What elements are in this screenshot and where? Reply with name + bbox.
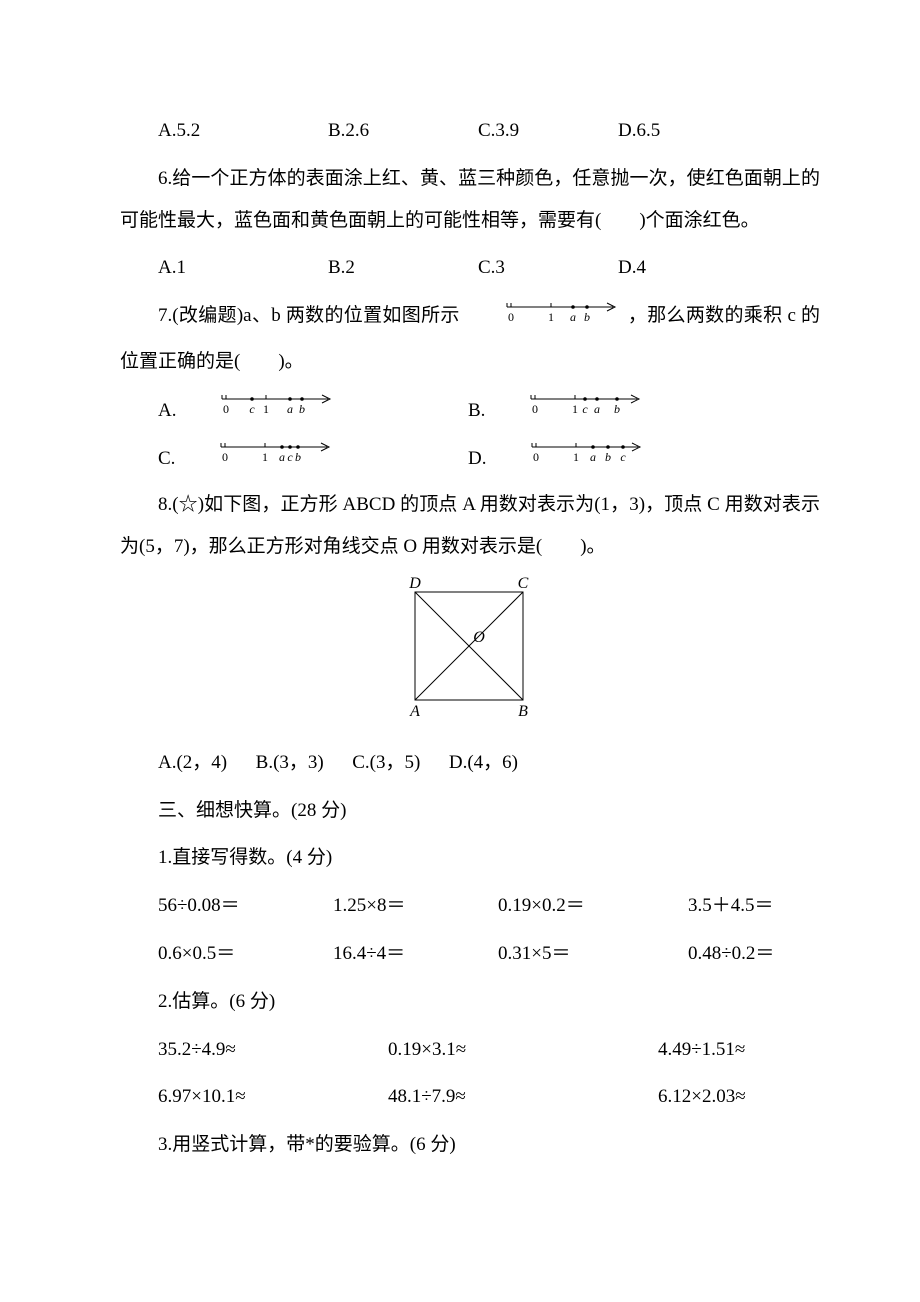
s3p2-r1c: 4.49÷1.51≈: [620, 1029, 800, 1071]
svg-text:D: D: [408, 575, 421, 592]
s3p2-row2: 6.97×10.1≈ 48.1÷7.9≈ 6.12×2.03≈: [120, 1076, 820, 1118]
svg-text:a: a: [590, 450, 596, 464]
svg-text:0: 0: [508, 310, 514, 324]
s3p1-r2d: 0.48÷0.2＝: [650, 933, 800, 975]
svg-text:1: 1: [572, 402, 578, 416]
q6-choices: A.1 B.2 C.3 D.4: [120, 247, 820, 289]
q7-ref-numberline-icon: 0 1 ab: [465, 297, 623, 341]
s3p1-row2: 0.6×0.5＝ 16.4÷4＝ 0.31×5＝ 0.48÷0.2＝: [120, 933, 820, 975]
q8-figure: D C A B O: [120, 574, 820, 740]
svg-text:c: c: [621, 450, 627, 464]
q7-d-prefix: D.: [430, 438, 486, 480]
q7-choice-a: A. 0 c1 ab: [120, 389, 430, 433]
q7-a-prefix: A.: [120, 390, 176, 432]
q5-choice-a: A.5.2: [120, 110, 290, 152]
s3p1-title: 1.直接写得数。(4 分): [120, 837, 820, 879]
q8-choice-d: D.(4，6): [449, 752, 518, 773]
q5-choice-d: D.6.5: [580, 110, 700, 152]
q7-c-prefix: C.: [120, 438, 175, 480]
q7-b-numberline-icon: 0 1cab: [489, 389, 647, 433]
s3p1-r2a: 0.6×0.5＝: [120, 933, 295, 975]
s3p2-r1a: 35.2÷4.9≈: [120, 1029, 350, 1071]
s3p1-row1: 56÷0.08＝ 1.25×8＝ 0.19×0.2＝ 3.5＋4.5＝: [120, 885, 820, 927]
s3p1-r2b: 16.4÷4＝: [295, 933, 460, 975]
svg-text:a: a: [570, 310, 576, 324]
q5-choices: A.5.2 B.2.6 C.3.9 D.6.5: [120, 110, 820, 152]
s3p2-r2a: 6.97×10.1≈: [120, 1076, 350, 1118]
q6-choice-c: C.3: [440, 247, 580, 289]
s3p1-r1d: 3.5＋4.5＝: [650, 885, 800, 927]
s3p1-r1a: 56÷0.08＝: [120, 885, 295, 927]
svg-text:1: 1: [262, 450, 268, 464]
q8-choices: A.(2，4) B.(3，3) C.(3，5) D.(4，6): [120, 742, 820, 784]
svg-text:c: c: [250, 402, 256, 416]
svg-text:b: b: [614, 402, 620, 416]
q7-prefix: 7.(改编题)a、b 两数的位置如图所示: [158, 305, 460, 326]
q6-text: 6.给一个正方体的表面涂上红、黄、蓝三种颜色，任意抛一次，使红色面朝上的可能性最…: [120, 158, 820, 242]
q8-text: 8.(☆)如下图，正方形 ABCD 的顶点 A 用数对表示为(1，3)，顶点 C…: [120, 484, 820, 568]
q7-choice-d: D. 0 1abc: [430, 437, 652, 481]
q7-c-numberline-icon: 0 1acb: [179, 437, 337, 481]
svg-text:0: 0: [223, 402, 229, 416]
q7-stem: 7.(改编题)a、b 两数的位置如图所示 01ab ，那么两数的乘积 c 的位置…: [120, 295, 820, 383]
q8-sep2: [328, 752, 347, 773]
q8-sep3: [425, 752, 444, 773]
svg-text:1: 1: [548, 310, 554, 324]
svg-text:1: 1: [263, 402, 269, 416]
svg-text:c: c: [583, 402, 589, 416]
svg-text:b: b: [584, 310, 590, 324]
svg-text:a: a: [279, 450, 285, 464]
q7-d-numberline-icon: 0 1abc: [490, 437, 648, 481]
q7-choice-c: C. 0 1acb: [120, 437, 430, 481]
s3p1-r1c: 0.19×0.2＝: [460, 885, 650, 927]
s3p2-r1b: 0.19×3.1≈: [350, 1029, 620, 1071]
q8-sep1: [232, 752, 251, 773]
s3p2-row1: 35.2÷4.9≈ 0.19×3.1≈ 4.49÷1.51≈: [120, 1029, 820, 1071]
svg-text:B: B: [518, 703, 528, 720]
svg-text:0: 0: [533, 450, 539, 464]
q7-choice-b: B. 0 1cab: [430, 389, 651, 433]
s3p2-title: 2.估算。(6 分): [120, 981, 820, 1023]
q6-choice-d: D.4: [580, 247, 700, 289]
svg-text:a: a: [287, 402, 293, 416]
q8-choice-b: B.(3，3): [256, 752, 324, 773]
s3p2-r2c: 6.12×2.03≈: [620, 1076, 800, 1118]
svg-text:c: c: [288, 450, 294, 464]
svg-text:b: b: [299, 402, 305, 416]
s3p3-title: 3.用竖式计算，带*的要验算。(6 分): [120, 1124, 820, 1166]
q5-choice-c: C.3.9: [440, 110, 580, 152]
q7-a-numberline-icon: 0 c1 ab: [180, 389, 338, 433]
s3p1-r1b: 1.25×8＝: [295, 885, 460, 927]
q8-choice-c: C.(3，5): [352, 752, 420, 773]
svg-text:0: 0: [222, 450, 228, 464]
svg-text:O: O: [473, 629, 485, 646]
s3p2-r2b: 48.1÷7.9≈: [350, 1076, 620, 1118]
svg-text:1: 1: [573, 450, 579, 464]
svg-text:b: b: [605, 450, 611, 464]
svg-text:A: A: [409, 703, 420, 720]
s3p1-r2c: 0.31×5＝: [460, 933, 650, 975]
q7-choice-row1: A. 0c1ab B. 01cab: [120, 389, 820, 433]
svg-text:C: C: [518, 575, 529, 592]
q7-b-prefix: B.: [430, 390, 485, 432]
svg-text:0: 0: [532, 402, 538, 416]
svg-text:a: a: [594, 402, 600, 416]
q8-choice-a: A.(2，4): [158, 752, 227, 773]
q5-choice-b: B.2.6: [290, 110, 440, 152]
q6-choice-b: B.2: [290, 247, 440, 289]
svg-text:b: b: [295, 450, 301, 464]
q6-choice-a: A.1: [120, 247, 290, 289]
q7-choice-row2: C. 01acb D. 01abc: [120, 437, 820, 481]
section3-title: 三、细想快算。(28 分): [120, 790, 820, 832]
